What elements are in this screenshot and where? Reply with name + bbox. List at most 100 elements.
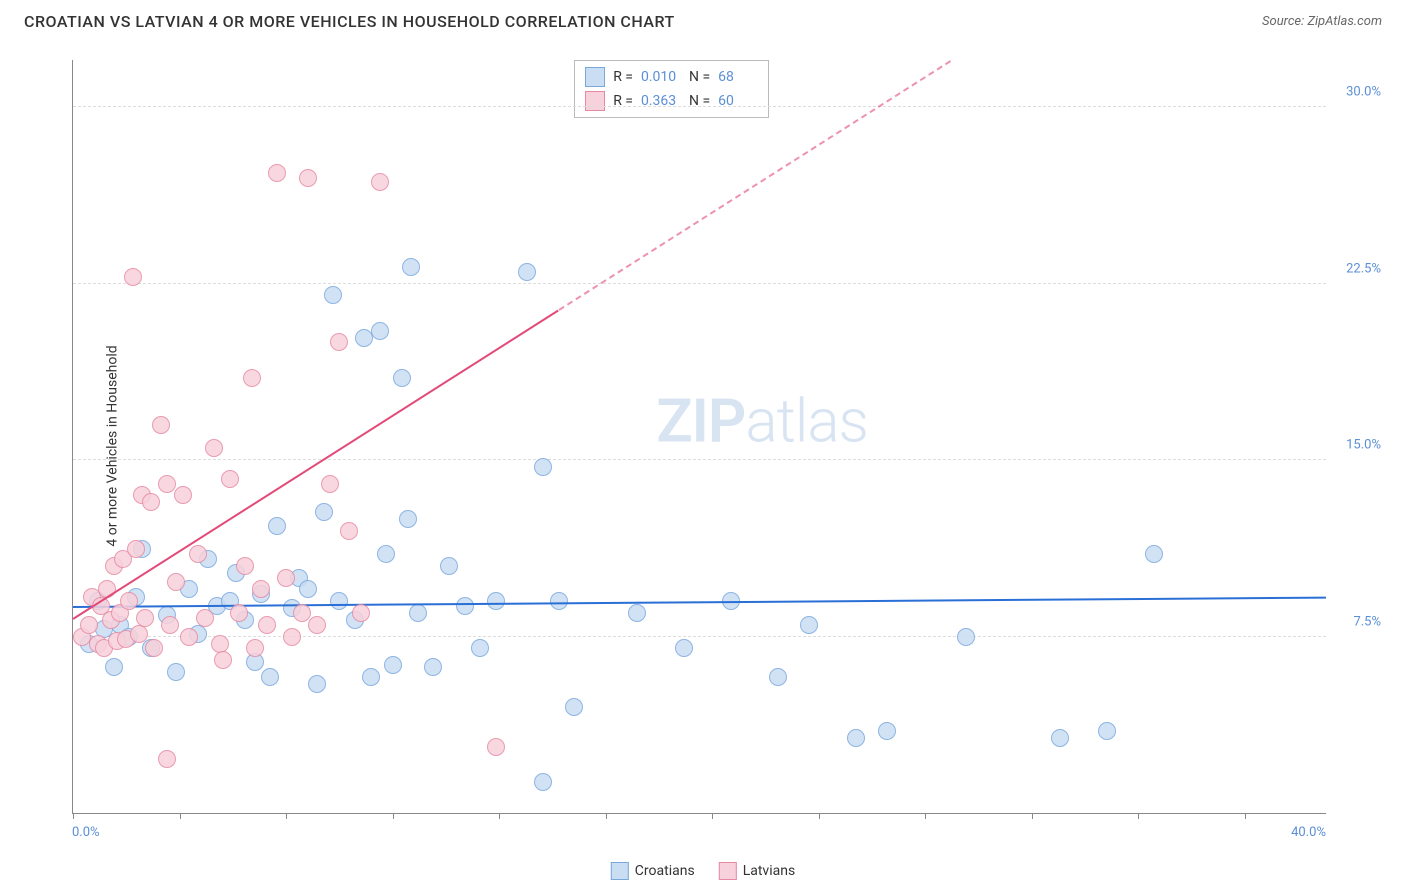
data-point bbox=[565, 698, 583, 716]
stat-n-label: N = bbox=[689, 69, 710, 85]
x-tick bbox=[819, 813, 820, 819]
x-tick bbox=[1138, 813, 1139, 819]
legend-label: Croatians bbox=[635, 863, 695, 879]
data-point bbox=[167, 663, 185, 681]
data-point bbox=[352, 604, 370, 622]
data-point bbox=[152, 416, 170, 434]
data-point bbox=[145, 639, 163, 657]
data-point bbox=[399, 510, 417, 528]
data-point bbox=[1051, 729, 1069, 747]
legend-swatch bbox=[719, 862, 737, 880]
stats-legend-box: R =0.010N =68R =0.363N =60 bbox=[574, 60, 769, 118]
data-point bbox=[384, 656, 402, 674]
data-point bbox=[105, 658, 123, 676]
data-point bbox=[324, 286, 342, 304]
data-point bbox=[1098, 722, 1116, 740]
data-point bbox=[456, 597, 474, 615]
data-point bbox=[246, 639, 264, 657]
y-tick-label: 30.0% bbox=[1346, 85, 1381, 100]
data-point bbox=[377, 545, 395, 563]
x-tick bbox=[393, 813, 394, 819]
data-point bbox=[487, 592, 505, 610]
data-point bbox=[167, 573, 185, 591]
data-point bbox=[130, 625, 148, 643]
data-point bbox=[402, 258, 420, 276]
plot-area: ZIPatlas R =0.010N =68R =0.363N =60 7.5%… bbox=[72, 60, 1326, 814]
data-point bbox=[196, 609, 214, 627]
gridline bbox=[73, 106, 1326, 107]
x-tick bbox=[1032, 813, 1033, 819]
data-point bbox=[800, 616, 818, 634]
gridline bbox=[73, 636, 1326, 637]
legend-label: Latvians bbox=[743, 863, 796, 879]
data-point bbox=[1145, 545, 1163, 563]
data-point bbox=[80, 616, 98, 634]
data-point bbox=[189, 545, 207, 563]
x-tick bbox=[606, 813, 607, 819]
data-point bbox=[243, 369, 261, 387]
data-point bbox=[268, 164, 286, 182]
data-point bbox=[957, 628, 975, 646]
source-attribution: Source: ZipAtlas.com bbox=[1262, 14, 1382, 29]
x-tick bbox=[180, 813, 181, 819]
data-point bbox=[230, 604, 248, 622]
data-point bbox=[211, 635, 229, 653]
y-tick-label: 22.5% bbox=[1346, 261, 1381, 276]
data-point bbox=[550, 592, 568, 610]
data-point bbox=[252, 580, 270, 598]
data-point bbox=[127, 540, 145, 558]
data-point bbox=[299, 169, 317, 187]
data-point bbox=[277, 569, 295, 587]
data-point bbox=[371, 322, 389, 340]
legend-item: Latvians bbox=[719, 862, 796, 880]
stat-r-value: 0.010 bbox=[641, 69, 681, 85]
data-point bbox=[158, 475, 176, 493]
chart-title: CROATIAN VS LATVIAN 4 OR MORE VEHICLES I… bbox=[24, 12, 675, 31]
data-point bbox=[258, 616, 276, 634]
data-point bbox=[330, 592, 348, 610]
data-point bbox=[518, 263, 536, 281]
series-legend: Croatians Latvians bbox=[611, 862, 795, 880]
watermark: ZIPatlas bbox=[656, 386, 868, 457]
stat-n-value: 68 bbox=[718, 69, 758, 85]
data-point bbox=[293, 604, 311, 622]
chart-container: 4 or more Vehicles in Household ZIPatlas… bbox=[20, 48, 1386, 844]
x-tick bbox=[925, 813, 926, 819]
data-point bbox=[371, 173, 389, 191]
data-point bbox=[471, 639, 489, 657]
legend-swatch bbox=[611, 862, 629, 880]
x-tick bbox=[73, 813, 74, 819]
x-tick bbox=[712, 813, 713, 819]
x-axis-min-label: 0.0% bbox=[72, 825, 100, 840]
stats-row: R =0.010N =68 bbox=[585, 65, 758, 89]
data-point bbox=[321, 475, 339, 493]
x-tick bbox=[286, 813, 287, 819]
x-axis-max-label: 40.0% bbox=[1291, 825, 1326, 840]
data-point bbox=[628, 604, 646, 622]
data-point bbox=[409, 604, 427, 622]
data-point bbox=[180, 628, 198, 646]
data-point bbox=[136, 609, 154, 627]
data-point bbox=[769, 668, 787, 686]
data-point bbox=[308, 675, 326, 693]
data-point bbox=[424, 658, 442, 676]
data-point bbox=[268, 517, 286, 535]
data-point bbox=[283, 628, 301, 646]
data-point bbox=[221, 470, 239, 488]
data-point bbox=[158, 750, 176, 768]
data-point bbox=[340, 522, 358, 540]
data-point bbox=[362, 668, 380, 686]
series-swatch bbox=[585, 67, 605, 87]
data-point bbox=[299, 580, 317, 598]
data-point bbox=[487, 738, 505, 756]
trend-line bbox=[72, 309, 559, 619]
data-point bbox=[315, 503, 333, 521]
y-tick-label: 15.0% bbox=[1346, 438, 1381, 453]
gridline bbox=[73, 459, 1326, 460]
data-point bbox=[308, 616, 326, 634]
data-point bbox=[440, 557, 458, 575]
gridline bbox=[73, 283, 1326, 284]
data-point bbox=[330, 333, 348, 351]
data-point bbox=[142, 493, 160, 511]
data-point bbox=[174, 486, 192, 504]
